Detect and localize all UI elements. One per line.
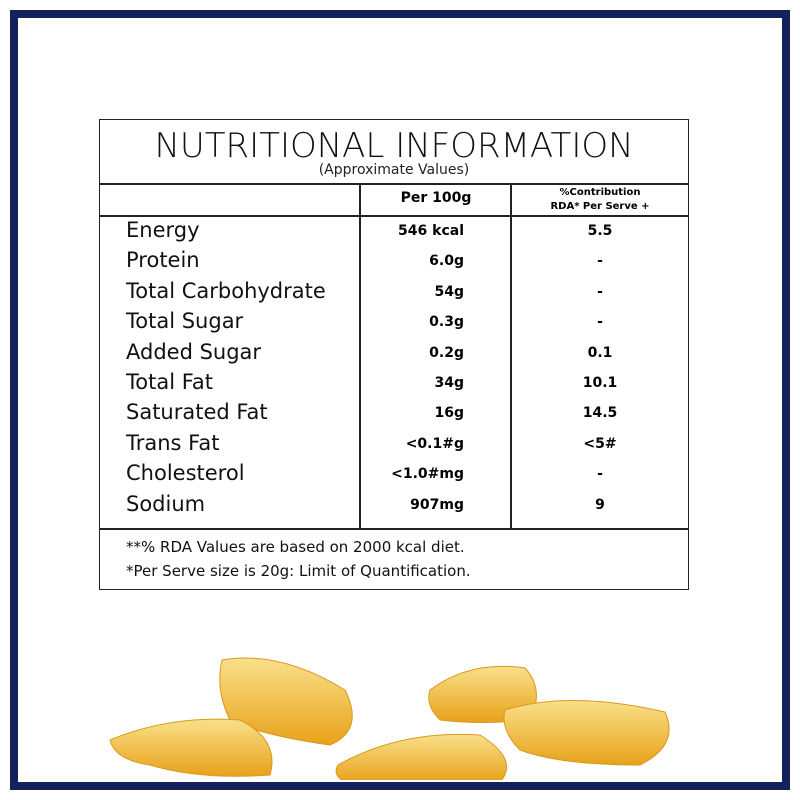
column-divider — [510, 183, 512, 529]
rda-value: - — [597, 253, 603, 270]
header-per-100g: Per 100g — [400, 190, 472, 206]
rda-value: - — [597, 314, 603, 331]
nutrient-name: Sodium — [126, 491, 206, 516]
column-divider — [359, 183, 361, 529]
table-title: NUTRITIONAL INFORMATION — [154, 126, 634, 166]
table-row: Added Sugar 0.2g 0.1 — [100, 340, 688, 370]
table-row: Protein 6.0g - — [100, 248, 688, 278]
nutrient-name: Total Sugar — [126, 309, 244, 334]
divider — [100, 528, 688, 530]
table-row: Total Carbohydrate 54g - — [100, 279, 688, 309]
chip — [219, 657, 353, 746]
rda-value: 14.5 — [582, 405, 618, 422]
footnote: *Per Serve size is 20g: Limit of Quantif… — [126, 562, 471, 580]
nutrient-name: Protein — [126, 248, 200, 273]
per-100g-value: <0.1#g — [405, 435, 464, 452]
header-rda: %Contribution RDA* Per Serve + — [512, 186, 688, 214]
chip — [109, 718, 273, 777]
nutrient-name: Total Fat — [126, 370, 213, 394]
chip — [335, 733, 508, 780]
table-subtitle: (Approximate Values) — [318, 162, 470, 178]
nutrient-name: Added Sugar — [126, 339, 262, 364]
per-100g-value: 546 kcal — [398, 223, 464, 239]
per-100g-value: 6.0g — [429, 253, 464, 270]
chip — [503, 699, 670, 766]
nutrient-name: Total Carbohydrate — [126, 278, 326, 303]
header-rda-line1: %Contribution — [559, 187, 641, 198]
rda-value: - — [597, 283, 603, 300]
header-rda-line2: RDA* Per Serve + — [550, 201, 650, 212]
rda-value: 5.5 — [587, 223, 613, 239]
table-row: Total Sugar 0.3g - — [100, 309, 688, 339]
per-100g-value: 54g — [434, 283, 464, 300]
nutrient-name: Trans Fat — [126, 430, 220, 455]
nutrient-name: Cholesterol — [126, 461, 245, 486]
per-100g-value: 34g — [434, 375, 464, 391]
table-row: Cholesterol <1.0#mg - — [100, 461, 688, 491]
table-row: Total Fat 34g 10.1 — [100, 370, 688, 400]
rda-value: 0.1 — [587, 344, 613, 361]
table-row: Saturated Fat 16g 14.5 — [100, 400, 688, 430]
divider — [100, 215, 688, 217]
table-row: Trans Fat <0.1#g <5# — [100, 431, 688, 461]
table-row: Energy 546 kcal 5.5 — [100, 218, 688, 248]
rda-value: - — [597, 466, 603, 483]
divider — [100, 183, 688, 185]
per-100g-value: 907mg — [410, 496, 464, 513]
nutrition-table: NUTRITIONAL INFORMATION (Approximate Val… — [99, 119, 689, 590]
rda-value: 9 — [595, 496, 605, 513]
table-row: Sodium 907mg 9 — [100, 492, 688, 522]
nutrient-name: Saturated Fat — [126, 400, 268, 425]
per-100g-value: 16g — [434, 405, 464, 422]
rda-value: <5# — [583, 435, 617, 452]
potato-chips-image — [109, 657, 670, 780]
page-frame — [10, 10, 790, 790]
per-100g-value: 0.3g — [429, 314, 464, 331]
per-100g-value: <1.0#mg — [391, 466, 464, 483]
nutrient-name: Energy — [126, 218, 200, 242]
per-100g-value: 0.2g — [429, 344, 464, 361]
footnote: **% RDA Values are based on 2000 kcal di… — [126, 538, 465, 556]
rda-value: 10.1 — [582, 375, 618, 391]
